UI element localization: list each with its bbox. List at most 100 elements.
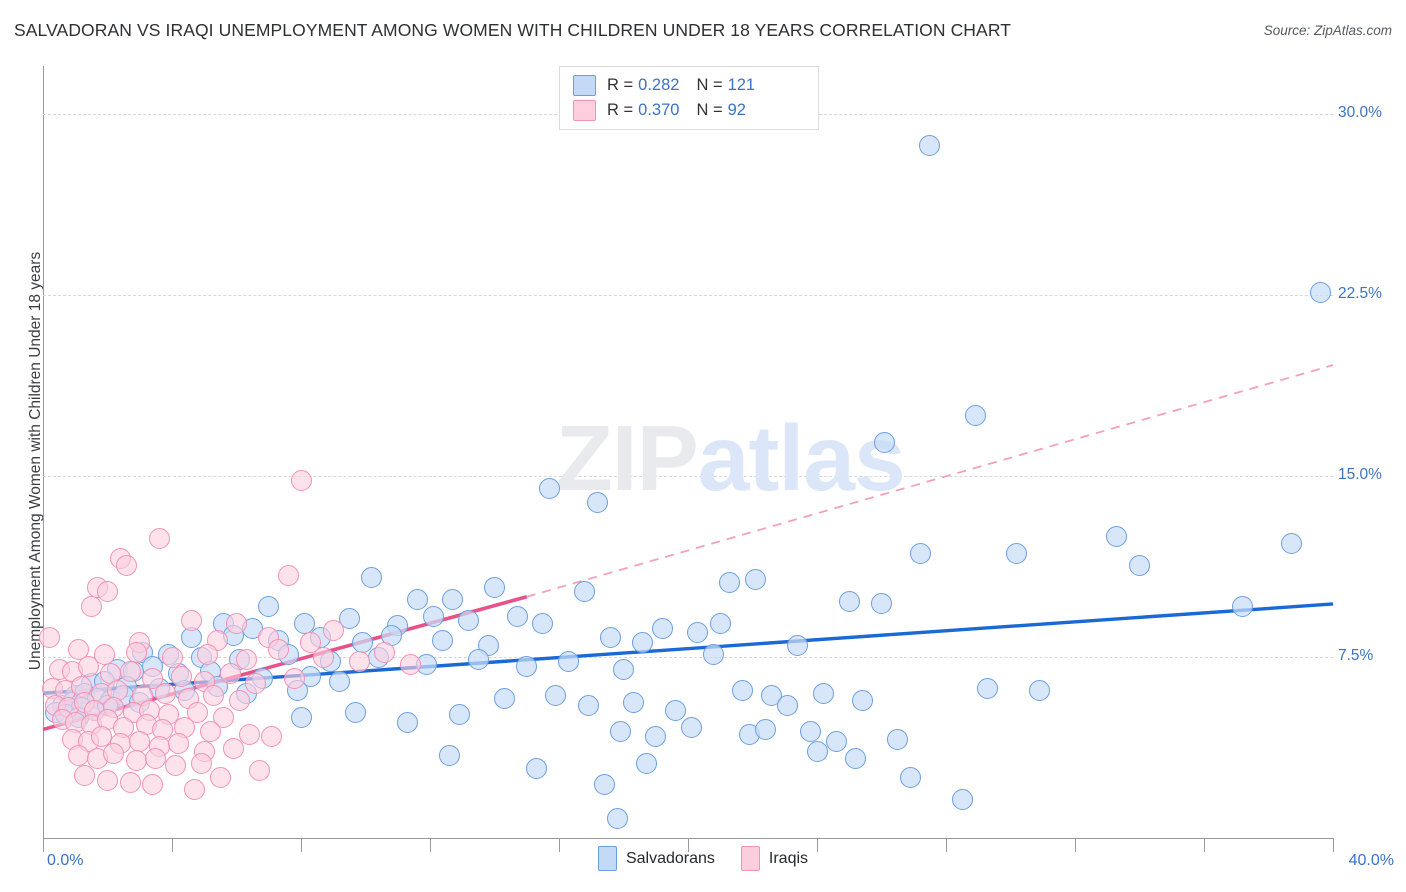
data-point-salvadorans xyxy=(871,593,892,615)
y-axis-tick-label: 22.5% xyxy=(1338,285,1382,303)
data-point-salvadorans xyxy=(290,706,312,728)
data-point-salvadorans xyxy=(1280,533,1302,555)
data-point-salvadorans xyxy=(874,431,896,453)
data-point-iraqis xyxy=(145,747,167,769)
data-point-iraqis xyxy=(290,470,312,492)
y-axis-tick-label: 15.0% xyxy=(1338,466,1382,484)
data-point-iraqis xyxy=(67,639,89,661)
data-point-iraqis xyxy=(219,663,241,685)
data-point-iraqis xyxy=(187,702,209,724)
data-point-iraqis xyxy=(171,665,193,687)
data-point-salvadorans xyxy=(493,687,515,709)
data-point-iraqis xyxy=(213,706,235,728)
data-point-salvadorans xyxy=(574,581,596,603)
data-point-salvadorans xyxy=(258,595,280,617)
data-point-salvadorans xyxy=(396,711,418,733)
data-point-salvadorans xyxy=(1309,282,1331,304)
data-point-salvadorans xyxy=(732,680,754,702)
stats-legend-row-iraqis: R = 0.370 N = 92 xyxy=(573,98,746,122)
data-point-iraqis xyxy=(126,641,148,663)
data-point-iraqis xyxy=(209,767,231,789)
y-axis-tick-label: 30.0% xyxy=(1338,104,1382,122)
gridline xyxy=(43,476,1333,478)
data-point-iraqis xyxy=(190,752,212,774)
data-point-salvadorans xyxy=(609,721,631,743)
legend-swatch-iraqis-bottom xyxy=(740,846,760,871)
data-point-salvadorans xyxy=(338,607,360,629)
data-point-iraqis xyxy=(119,661,141,683)
data-point-salvadorans xyxy=(800,721,822,743)
gridline xyxy=(43,295,1333,297)
data-point-salvadorans xyxy=(777,694,799,716)
data-point-iraqis xyxy=(267,639,289,661)
data-point-salvadorans xyxy=(645,726,667,748)
data-point-salvadorans xyxy=(329,670,351,692)
gridline xyxy=(43,657,1333,659)
x-axis-tick xyxy=(688,838,689,852)
data-point-salvadorans xyxy=(851,689,873,711)
data-point-salvadorans xyxy=(745,569,767,591)
data-point-salvadorans xyxy=(538,477,560,499)
data-point-iraqis xyxy=(103,743,125,765)
data-point-salvadorans xyxy=(825,731,847,752)
data-point-salvadorans xyxy=(438,745,460,767)
data-point-salvadorans xyxy=(361,566,383,588)
data-point-iraqis xyxy=(97,769,118,791)
data-point-salvadorans xyxy=(687,622,709,644)
data-point-salvadorans xyxy=(664,699,686,721)
legend-swatch-iraqis xyxy=(573,99,596,121)
data-point-salvadorans xyxy=(345,702,367,724)
data-point-salvadorans xyxy=(532,612,554,634)
series-legend: Salvadorans Iraqis xyxy=(0,846,1406,871)
data-point-iraqis xyxy=(374,641,396,663)
data-point-salvadorans xyxy=(613,658,634,680)
legend-item-salvadorans[interactable]: Salvadorans xyxy=(597,846,715,871)
data-point-iraqis xyxy=(322,620,344,642)
x-axis-tick xyxy=(946,838,947,852)
r-label-salvadorans: R = xyxy=(607,75,634,94)
data-point-salvadorans xyxy=(1129,554,1150,576)
data-point-iraqis xyxy=(277,564,299,586)
data-point-iraqis xyxy=(74,764,96,786)
data-point-salvadorans xyxy=(525,757,547,779)
x-axis-max-label: 40.0% xyxy=(1348,852,1394,869)
data-point-salvadorans xyxy=(458,610,480,632)
trend-line-iraqis-extrapolated xyxy=(526,364,1334,598)
data-point-iraqis xyxy=(248,759,270,781)
data-point-iraqis xyxy=(196,644,218,666)
data-point-iraqis xyxy=(200,721,222,743)
data-point-salvadorans xyxy=(951,788,973,810)
data-point-salvadorans xyxy=(719,571,741,593)
data-point-iraqis xyxy=(180,610,202,632)
x-axis-tick xyxy=(1204,838,1205,852)
data-point-salvadorans xyxy=(838,591,860,613)
legend-item-iraqis[interactable]: Iraqis xyxy=(740,846,808,871)
legend-label-salvadorans: Salvadorans xyxy=(625,849,715,867)
x-axis-tick xyxy=(1075,838,1076,852)
x-axis-tick xyxy=(1333,838,1334,852)
data-point-salvadorans xyxy=(680,716,702,738)
data-point-iraqis xyxy=(167,733,189,755)
data-point-iraqis xyxy=(203,685,225,707)
data-point-salvadorans xyxy=(432,629,454,651)
data-point-salvadorans xyxy=(442,588,464,610)
data-point-salvadorans xyxy=(593,774,615,796)
data-point-iraqis xyxy=(80,595,102,617)
data-point-iraqis xyxy=(164,755,186,777)
stats-legend-row-salvadorans: R = 0.282 N = 121 xyxy=(573,73,755,97)
data-point-iraqis xyxy=(77,656,99,678)
data-point-iraqis xyxy=(348,651,370,673)
data-point-salvadorans xyxy=(632,632,654,654)
x-axis-tick xyxy=(817,838,818,852)
r-value-iraqis: 0.370 xyxy=(638,100,680,119)
data-point-salvadorans xyxy=(1029,680,1051,702)
data-point-salvadorans xyxy=(919,135,941,157)
data-point-iraqis xyxy=(38,627,60,649)
data-point-iraqis xyxy=(116,554,138,576)
data-point-iraqis xyxy=(235,648,257,670)
data-point-salvadorans xyxy=(709,612,731,634)
data-point-salvadorans xyxy=(516,656,538,678)
data-point-salvadorans xyxy=(1232,595,1254,617)
data-point-salvadorans xyxy=(506,605,528,627)
